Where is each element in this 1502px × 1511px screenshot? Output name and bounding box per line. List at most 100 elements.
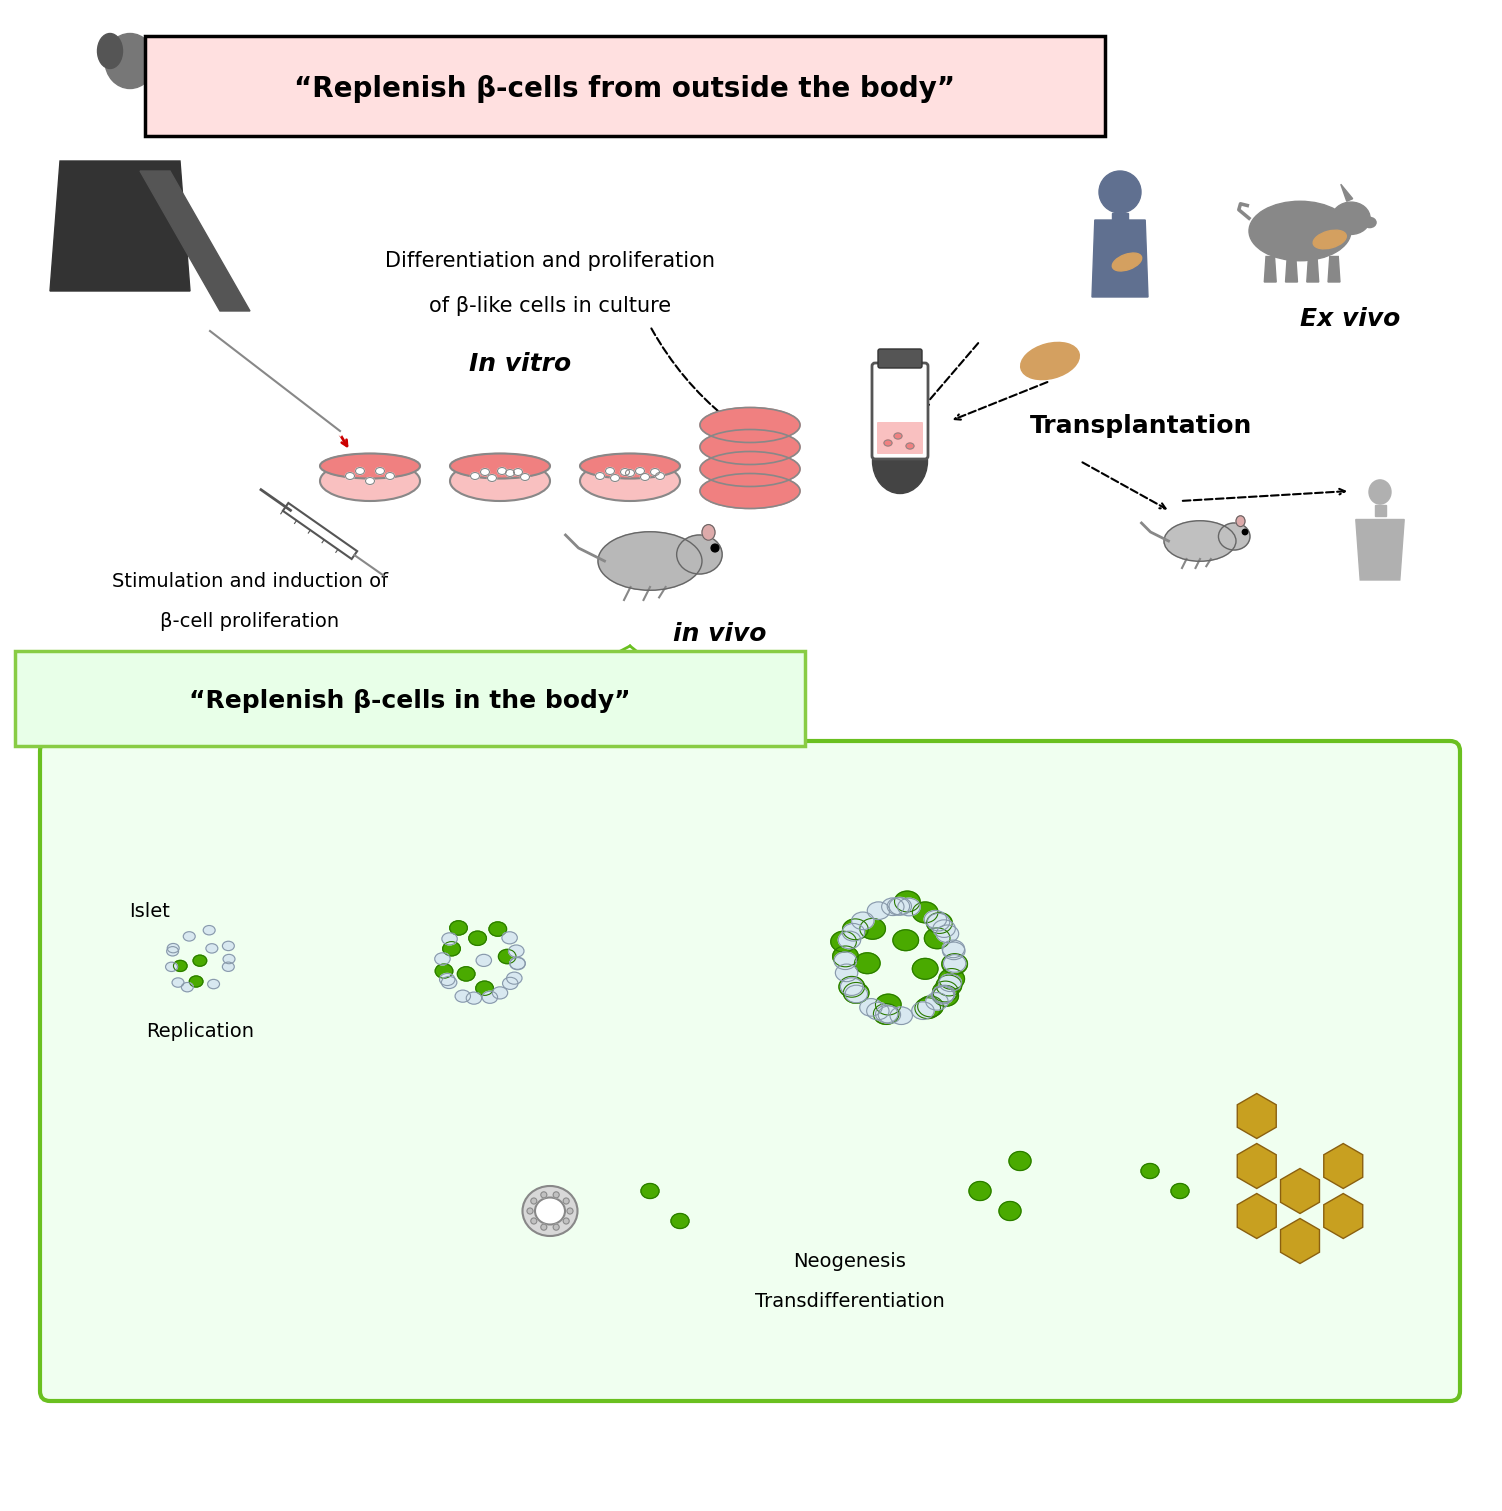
Ellipse shape [894,434,903,440]
Ellipse shape [386,473,395,479]
Ellipse shape [895,891,921,913]
Text: Stimulation and induction of: Stimulation and induction of [113,573,388,591]
Ellipse shape [939,975,961,991]
Ellipse shape [436,964,452,978]
Polygon shape [1286,257,1298,283]
Ellipse shape [476,981,493,996]
Text: In vitro: In vitro [469,352,571,376]
Ellipse shape [852,913,874,929]
Ellipse shape [918,996,943,1017]
Ellipse shape [843,923,865,941]
Ellipse shape [189,976,203,987]
Ellipse shape [502,932,517,944]
Ellipse shape [470,473,479,479]
Ellipse shape [912,958,937,979]
Ellipse shape [671,1213,689,1228]
Ellipse shape [1009,1151,1030,1171]
Text: Transplantation: Transplantation [1030,414,1253,438]
Text: Transdifferentiation: Transdifferentiation [756,1292,945,1312]
Text: “Replenish β-cells from outside the body”: “Replenish β-cells from outside the body… [294,76,955,103]
Polygon shape [1328,257,1340,283]
Ellipse shape [580,453,680,479]
Ellipse shape [873,1003,900,1024]
Ellipse shape [509,958,526,970]
Ellipse shape [942,953,967,975]
Ellipse shape [345,473,354,479]
Ellipse shape [620,468,629,476]
Ellipse shape [931,987,954,1005]
Polygon shape [1265,257,1277,283]
Ellipse shape [927,913,949,931]
Ellipse shape [490,922,506,937]
Ellipse shape [222,941,234,950]
Text: β-cell proliferation: β-cell proliferation [161,612,339,632]
Ellipse shape [206,944,218,953]
Text: “Replenish β-cells in the body”: “Replenish β-cells in the body” [189,689,631,713]
Ellipse shape [580,461,680,502]
Ellipse shape [530,1198,536,1204]
Ellipse shape [535,1198,565,1224]
Ellipse shape [598,532,701,591]
Ellipse shape [442,932,457,944]
Ellipse shape [867,902,889,920]
Ellipse shape [933,985,958,1006]
Ellipse shape [563,1198,569,1204]
Polygon shape [1341,184,1353,201]
Ellipse shape [434,953,451,966]
Ellipse shape [999,1201,1021,1221]
Ellipse shape [207,979,219,988]
Ellipse shape [541,1192,547,1198]
Ellipse shape [481,468,490,476]
Polygon shape [1238,1194,1277,1239]
Text: Neogenesis: Neogenesis [793,1253,906,1271]
Ellipse shape [650,468,659,476]
Ellipse shape [541,1224,547,1230]
Ellipse shape [933,981,958,1002]
FancyBboxPatch shape [873,363,928,459]
Ellipse shape [506,972,523,984]
Ellipse shape [859,919,885,940]
FancyBboxPatch shape [877,422,924,453]
Ellipse shape [873,429,928,494]
Ellipse shape [936,925,958,943]
Ellipse shape [521,473,530,480]
Ellipse shape [451,453,550,479]
Ellipse shape [1313,230,1346,249]
Ellipse shape [488,474,497,482]
Ellipse shape [943,955,966,972]
Ellipse shape [499,949,517,964]
Ellipse shape [969,1182,991,1201]
Ellipse shape [320,461,421,502]
Ellipse shape [701,524,715,541]
Text: Differentiation and proliferation: Differentiation and proliferation [385,251,715,270]
Ellipse shape [530,1218,536,1224]
Ellipse shape [889,898,912,916]
Ellipse shape [933,985,955,1003]
Text: Ex vivo: Ex vivo [1299,307,1400,331]
Text: Islet: Islet [129,902,170,922]
Ellipse shape [440,973,455,985]
Ellipse shape [595,473,604,479]
Ellipse shape [173,961,188,972]
Ellipse shape [1368,480,1391,505]
Polygon shape [50,162,189,292]
FancyBboxPatch shape [41,740,1460,1401]
Ellipse shape [194,955,207,966]
Ellipse shape [927,913,952,934]
Ellipse shape [846,985,868,1003]
Ellipse shape [1218,523,1250,550]
Ellipse shape [503,978,518,990]
Ellipse shape [523,1186,577,1236]
Polygon shape [1238,1094,1277,1138]
Polygon shape [1374,505,1385,517]
Ellipse shape [912,902,937,923]
Polygon shape [1238,1144,1277,1189]
Ellipse shape [173,978,183,987]
Ellipse shape [605,467,614,474]
Polygon shape [1111,213,1128,221]
Polygon shape [1356,520,1404,580]
Ellipse shape [843,919,868,940]
Ellipse shape [840,976,865,997]
Ellipse shape [165,963,177,972]
Polygon shape [140,171,249,311]
